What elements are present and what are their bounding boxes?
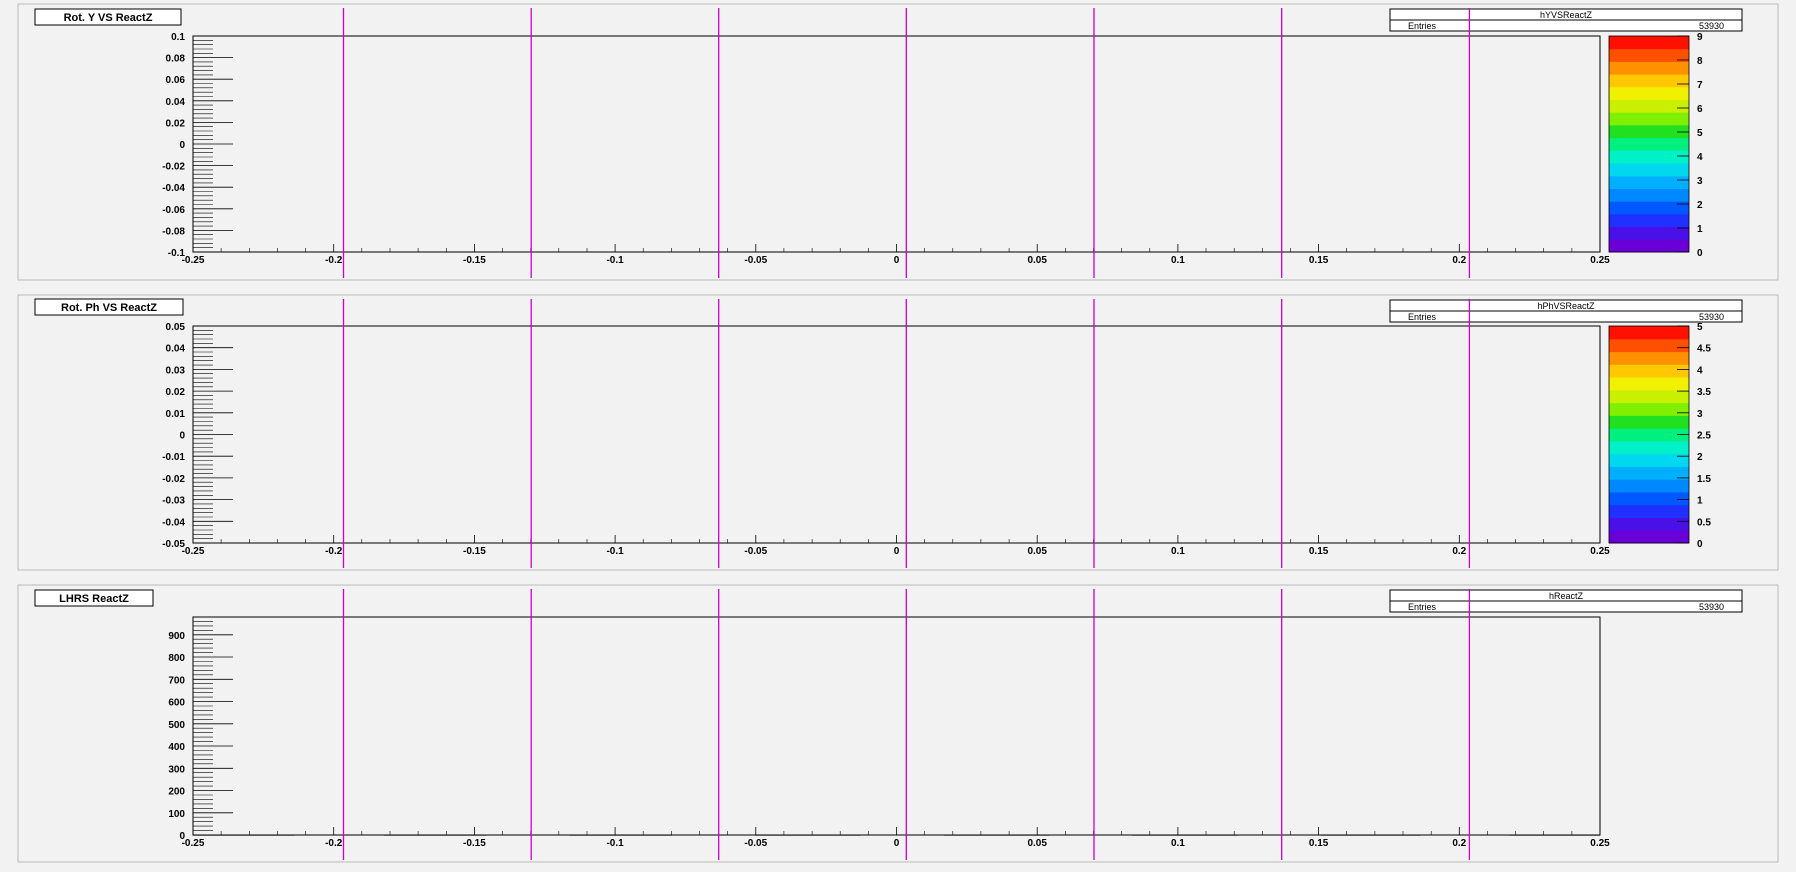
palette-swatch bbox=[1609, 48, 1689, 62]
palette-tick-label: 6 bbox=[1697, 104, 1703, 115]
palette-swatch bbox=[1609, 213, 1689, 228]
title-box bbox=[34, 8, 182, 26]
palette-swatch bbox=[1609, 239, 1689, 253]
chart-title: Rot. Y VS ReactZ bbox=[64, 12, 153, 24]
palette-swatch bbox=[1609, 86, 1689, 100]
palette-swatch bbox=[1609, 99, 1689, 113]
x-tick-label: -0.25 bbox=[182, 255, 205, 266]
palette-swatch bbox=[1609, 112, 1689, 126]
palette-swatch bbox=[1609, 74, 1689, 88]
stats-entries-value: 53930 bbox=[1699, 21, 1724, 31]
x-tick-label: -0.05 bbox=[744, 255, 767, 266]
palette-swatch bbox=[1609, 188, 1689, 202]
x-tick-label: -0.1 bbox=[606, 255, 624, 266]
palette-swatch bbox=[1609, 201, 1689, 215]
stats-name: hYVSReactZ bbox=[1540, 10, 1593, 20]
palette-swatch bbox=[1609, 226, 1689, 240]
pad-rot-y-vs-reactz: Rot. Y VS ReactZ hYVSReactZ Entries 5393… bbox=[17, 3, 1779, 281]
stats-entries-label: Entries bbox=[1408, 21, 1437, 31]
palette-tick-label: 9 bbox=[1697, 32, 1703, 43]
palette-tick-label: 3 bbox=[1697, 176, 1703, 187]
palette-swatch bbox=[1609, 61, 1689, 75]
palette-tick-label: 2 bbox=[1697, 200, 1703, 211]
palette-frame bbox=[1608, 35, 1690, 253]
palette-swatch bbox=[1609, 150, 1689, 164]
palette-tick-label: 0 bbox=[1697, 248, 1703, 259]
color-palette: 0 1 2 3 4 5 6 7 8 9 bbox=[1608, 32, 1703, 259]
palette-tick-label: 5 bbox=[1697, 128, 1703, 139]
palette-tick-label: 8 bbox=[1697, 56, 1703, 67]
palette-tick-label: 1 bbox=[1697, 224, 1703, 235]
palette-tick-label: 4 bbox=[1697, 152, 1703, 163]
x-tick-label: -0.2 bbox=[325, 255, 343, 266]
palette-swatch bbox=[1609, 137, 1689, 151]
plot-frame bbox=[192, 35, 1601, 253]
x-tick-label: -0.15 bbox=[463, 255, 486, 266]
palette-swatch bbox=[1609, 163, 1689, 177]
palette-swatch bbox=[1609, 124, 1689, 139]
axes: -0.25 -0.2 -0.15 -0.1 -0.05 0 0.05 0.1 0.15 0.2 0.… bbox=[162, 32, 1610, 266]
palette-swatch bbox=[1609, 36, 1689, 50]
x-tick-label: 0 bbox=[894, 255, 900, 266]
palette-tick-label: 7 bbox=[1697, 80, 1703, 91]
palette-swatch bbox=[1609, 175, 1689, 189]
